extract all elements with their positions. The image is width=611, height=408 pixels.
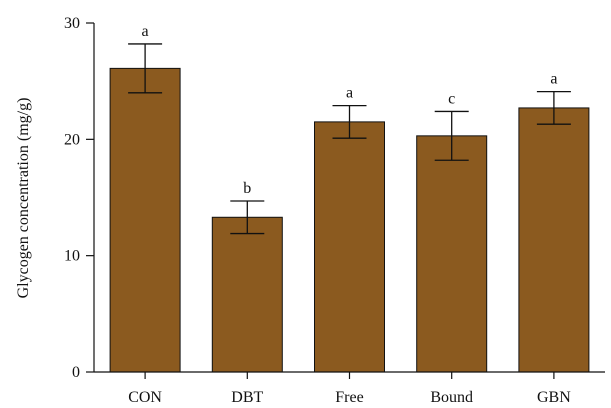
y-tick-label: 0 [72, 364, 80, 381]
bar-dbt [211, 216, 283, 373]
y-tick-label: 30 [64, 15, 80, 32]
y-tick-label: 20 [64, 131, 80, 148]
x-tick-label: CON [128, 389, 162, 406]
error-bars [128, 43, 571, 235]
x-tick-label: Free [335, 389, 363, 406]
bar-con [109, 67, 181, 373]
bar-bound [416, 135, 488, 373]
x-axis-ticks: CON DBT Free Bound GBN [128, 372, 571, 406]
y-tick-label: 10 [64, 248, 80, 265]
x-tick-label: GBN [537, 389, 571, 406]
x-tick-label: Bound [430, 389, 473, 406]
significance-label: a [346, 85, 353, 102]
bar-free [314, 121, 385, 373]
x-tick-label: DBT [231, 389, 263, 406]
significance-labels: a b a c a [142, 23, 558, 197]
y-axis-label: Glycogen concentration (mg/g) [15, 98, 32, 299]
bar-gbn [518, 107, 590, 373]
significance-label: b [243, 180, 251, 197]
significance-label: c [448, 90, 455, 107]
significance-label: a [142, 23, 149, 40]
bars [109, 67, 590, 373]
significance-label: a [550, 71, 557, 88]
y-axis-ticks: 0 10 20 30 [64, 15, 94, 381]
